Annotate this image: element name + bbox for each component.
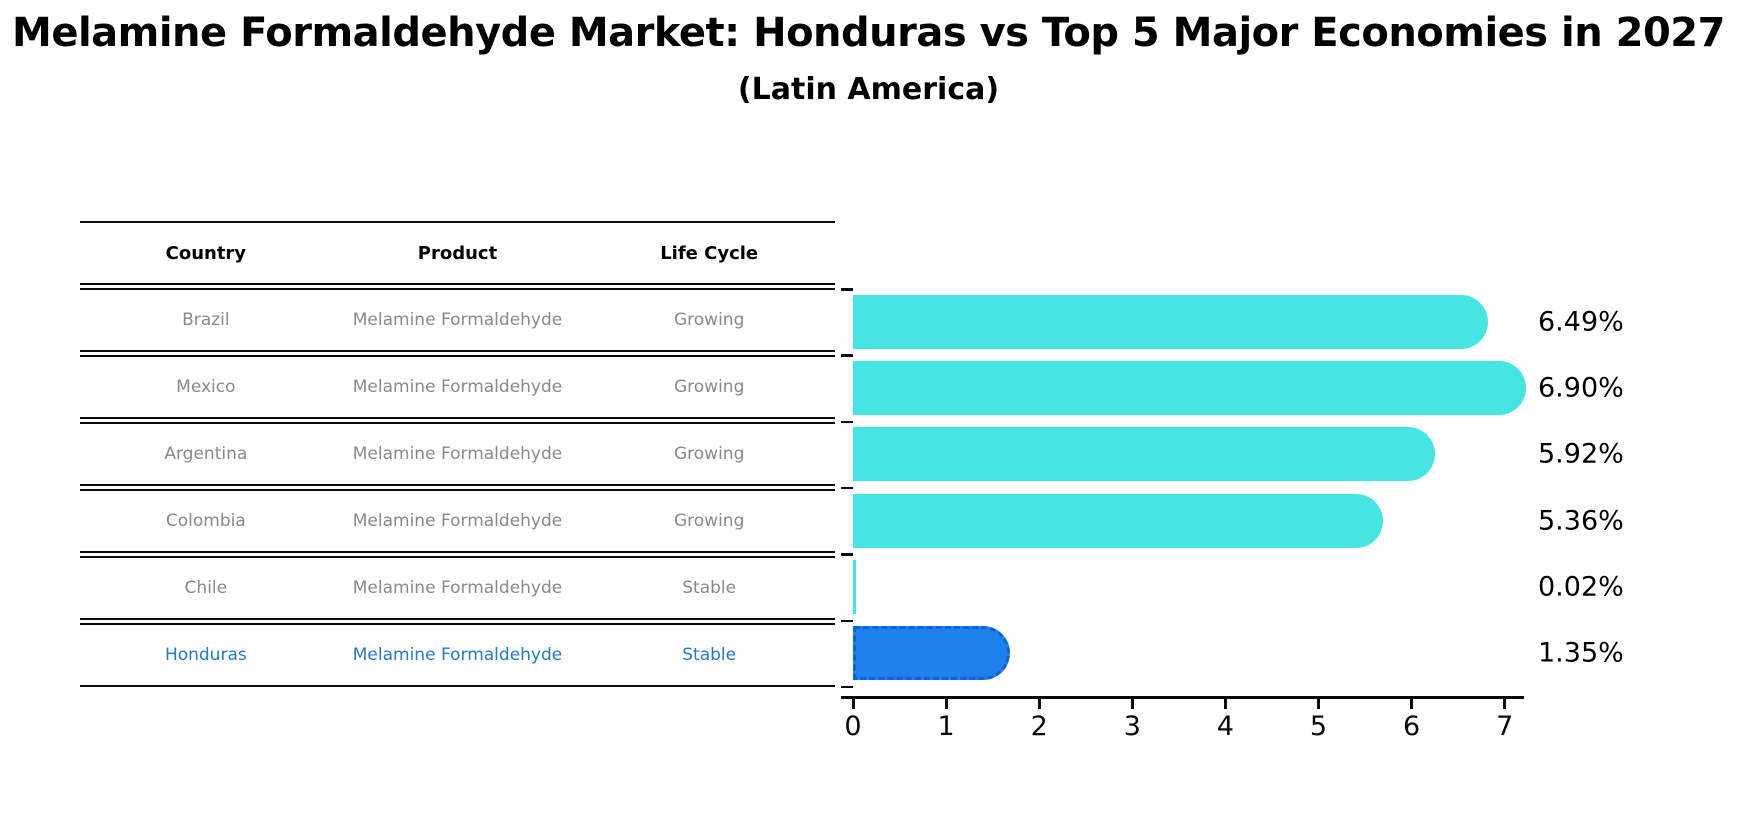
x-tick	[1317, 699, 1320, 709]
value-label: 6.90%	[1538, 372, 1624, 404]
cell-country: Argentina	[164, 444, 248, 464]
x-tick	[1410, 699, 1414, 709]
cell-life-cycle: Growing	[673, 377, 745, 397]
cell-country: Chile	[184, 578, 228, 598]
cell-product: Melamine Formaldehyde	[352, 645, 563, 665]
cell-country: Honduras	[164, 645, 247, 665]
x-tick-label: 0	[844, 711, 862, 742]
cell-life-cycle: Stable	[682, 645, 737, 665]
x-tick-label: 3	[1123, 711, 1141, 742]
cell-product: Melamine Formaldehyde	[352, 444, 563, 464]
x-tick-label: 6	[1403, 711, 1421, 742]
y-tick	[841, 420, 853, 424]
bar-row-brazil: 6.49%	[853, 295, 1653, 349]
cell-country: Colombia	[165, 511, 246, 531]
bar-brazil	[853, 295, 1489, 349]
table-row-brazil: Brazil Melamine Formaldehyde Growing	[80, 288, 835, 352]
table-row-colombia: Colombia Melamine Formaldehyde Growing	[80, 489, 835, 553]
y-tick	[841, 288, 853, 291]
table-row-argentina: Argentina Melamine Formaldehyde Growing	[80, 422, 835, 486]
x-tick-label: 1	[937, 711, 955, 742]
table-row-mexico: Mexico Melamine Formaldehyde Growing	[80, 355, 835, 419]
x-tick	[1223, 699, 1227, 709]
x-tick-label: 2	[1030, 711, 1048, 742]
chart-subtitle: (Latin America)	[737, 72, 1000, 107]
column-header-life-cycle: Life Cycle	[660, 242, 759, 264]
x-tick	[1037, 699, 1041, 709]
bar-argentina	[853, 427, 1436, 482]
bar-colombia	[853, 493, 1384, 548]
y-tick	[841, 619, 853, 622]
x-tick	[944, 699, 948, 709]
table-row-honduras: Honduras Melamine Formaldehyde Stable	[80, 623, 835, 687]
y-tick	[841, 685, 853, 689]
bar-row-argentina: 5.92%	[853, 427, 1653, 482]
cell-life-cycle: Growing	[673, 310, 745, 330]
value-label: 5.92%	[1538, 438, 1624, 470]
bar-mexico	[853, 361, 1527, 416]
cell-product: Melamine Formaldehyde	[352, 511, 563, 531]
y-tick	[841, 486, 853, 490]
bar-row-honduras: 1.35%	[853, 626, 1653, 680]
x-axis	[841, 696, 1524, 699]
cell-product: Melamine Formaldehyde	[352, 578, 563, 598]
bar-chile	[853, 559, 856, 614]
cell-life-cycle: Growing	[673, 444, 745, 464]
value-label: 1.35%	[1538, 637, 1624, 669]
cell-country: Mexico	[176, 377, 236, 397]
value-label: 0.02%	[1538, 571, 1624, 603]
x-tick-label: 7	[1496, 711, 1514, 742]
x-tick	[1503, 699, 1507, 709]
bar-row-chile: 0.02%	[853, 559, 1653, 614]
column-header-product: Product	[417, 242, 498, 264]
value-label: 6.49%	[1538, 306, 1624, 338]
chart-title: Melamine Formaldehyde Market: Honduras v…	[12, 10, 1725, 56]
x-tick-label: 5	[1309, 711, 1328, 742]
column-header-country: Country	[165, 242, 247, 264]
cell-product: Melamine Formaldehyde	[352, 310, 563, 330]
value-label: 5.36%	[1538, 505, 1624, 537]
table-header-row: Country Product Life Cycle	[80, 221, 835, 285]
x-tick-label: 4	[1216, 711, 1234, 742]
cell-country: Brazil	[182, 310, 230, 330]
y-tick	[841, 354, 853, 357]
x-tick	[1130, 699, 1134, 709]
table-row-chile: Chile Melamine Formaldehyde Stable	[80, 556, 835, 620]
x-tick	[851, 699, 855, 709]
country-table: Country Product Life Cycle Brazil Melami…	[80, 221, 835, 690]
y-tick	[841, 553, 853, 556]
cell-life-cycle: Growing	[673, 511, 745, 531]
cell-life-cycle: Stable	[682, 578, 737, 598]
bar-honduras-highlighted	[853, 626, 1010, 680]
bar-row-colombia: 5.36%	[853, 493, 1653, 548]
bar-row-mexico: 6.90%	[853, 361, 1653, 416]
cell-product: Melamine Formaldehyde	[352, 377, 563, 397]
